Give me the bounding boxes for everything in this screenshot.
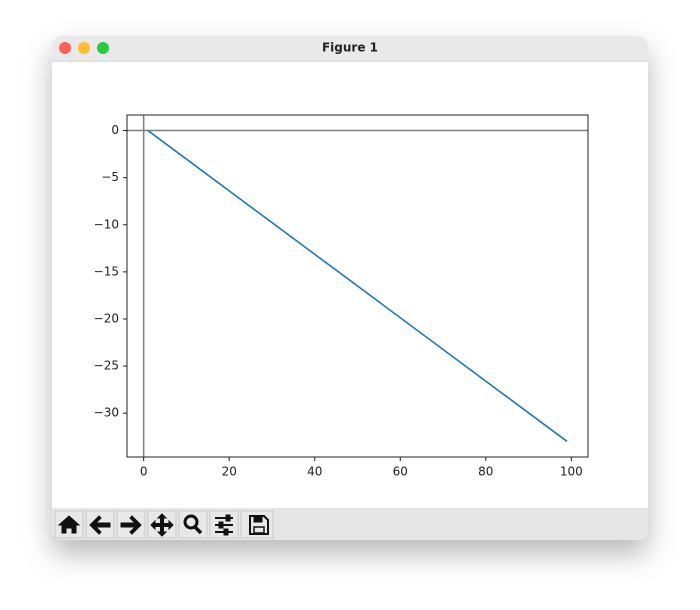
plot: 0 20 40 60 80 100 0 −5 −10 −15 −20 −25 −30 — [94, 114, 589, 479]
y-tick-label: −30 — [94, 406, 119, 420]
close-button[interactable] — [59, 42, 71, 54]
x-tick-label: 80 — [478, 465, 493, 479]
y-tick-label: −10 — [94, 217, 119, 231]
y-tick-label: 0 — [111, 123, 119, 137]
home-button[interactable] — [54, 510, 84, 539]
y-tick-label: −25 — [94, 359, 119, 373]
back-button[interactable] — [85, 510, 115, 539]
y-tick-label: −20 — [94, 311, 119, 325]
save-button[interactable] — [240, 510, 274, 539]
zoom-tool-button[interactable] — [178, 510, 208, 539]
x-tick-label: 100 — [560, 465, 583, 479]
x-tick-label: 0 — [140, 465, 148, 479]
data-line — [147, 129, 568, 443]
toolbar-buttons — [54, 510, 274, 539]
title-bar — [52, 36, 648, 61]
x-tick-label: 60 — [393, 465, 408, 479]
window-frame — [52, 36, 648, 540]
x-tick-label: 40 — [307, 465, 322, 479]
zoom-button[interactable] — [97, 42, 109, 54]
y-tick-label: −5 — [101, 170, 119, 184]
forward-button[interactable] — [116, 510, 146, 539]
configure-button[interactable] — [209, 510, 239, 539]
y-tick-label: −15 — [94, 264, 119, 278]
minimize-button[interactable] — [78, 42, 90, 54]
axes-frame — [126, 114, 589, 458]
window: Figure 1 — [52, 36, 648, 540]
x-tick-label: 20 — [222, 465, 237, 479]
pan-button[interactable] — [147, 510, 177, 539]
window-title: Figure 1 — [322, 41, 378, 55]
